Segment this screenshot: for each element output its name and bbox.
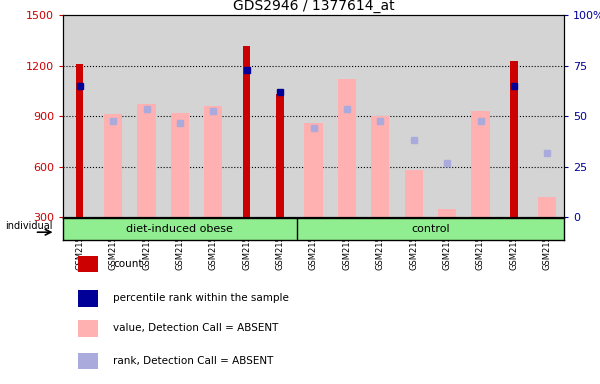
Bar <box>137 104 155 217</box>
Bar <box>538 197 556 217</box>
Bar <box>78 320 98 336</box>
Bar <box>438 209 456 217</box>
Text: control: control <box>411 224 450 234</box>
Text: count: count <box>113 259 143 269</box>
Bar <box>371 116 389 217</box>
Bar <box>78 353 98 369</box>
Bar <box>78 256 98 273</box>
Bar <box>76 64 83 217</box>
Text: value, Detection Call = ABSENT: value, Detection Call = ABSENT <box>113 323 278 333</box>
Text: diet-induced obese: diet-induced obese <box>127 224 233 234</box>
Text: rank, Detection Call = ABSENT: rank, Detection Call = ABSENT <box>113 356 274 366</box>
Bar <box>338 79 356 217</box>
Bar <box>104 114 122 217</box>
Text: percentile rank within the sample: percentile rank within the sample <box>113 293 289 303</box>
Bar <box>277 94 284 217</box>
Bar <box>404 170 423 217</box>
Bar <box>204 106 223 217</box>
Bar <box>472 111 490 217</box>
Bar <box>304 123 323 217</box>
Title: GDS2946 / 1377614_at: GDS2946 / 1377614_at <box>233 0 394 13</box>
Text: individual: individual <box>5 220 53 230</box>
Bar <box>510 61 518 217</box>
Bar <box>78 290 98 306</box>
Bar <box>243 46 250 217</box>
Bar <box>171 113 189 217</box>
